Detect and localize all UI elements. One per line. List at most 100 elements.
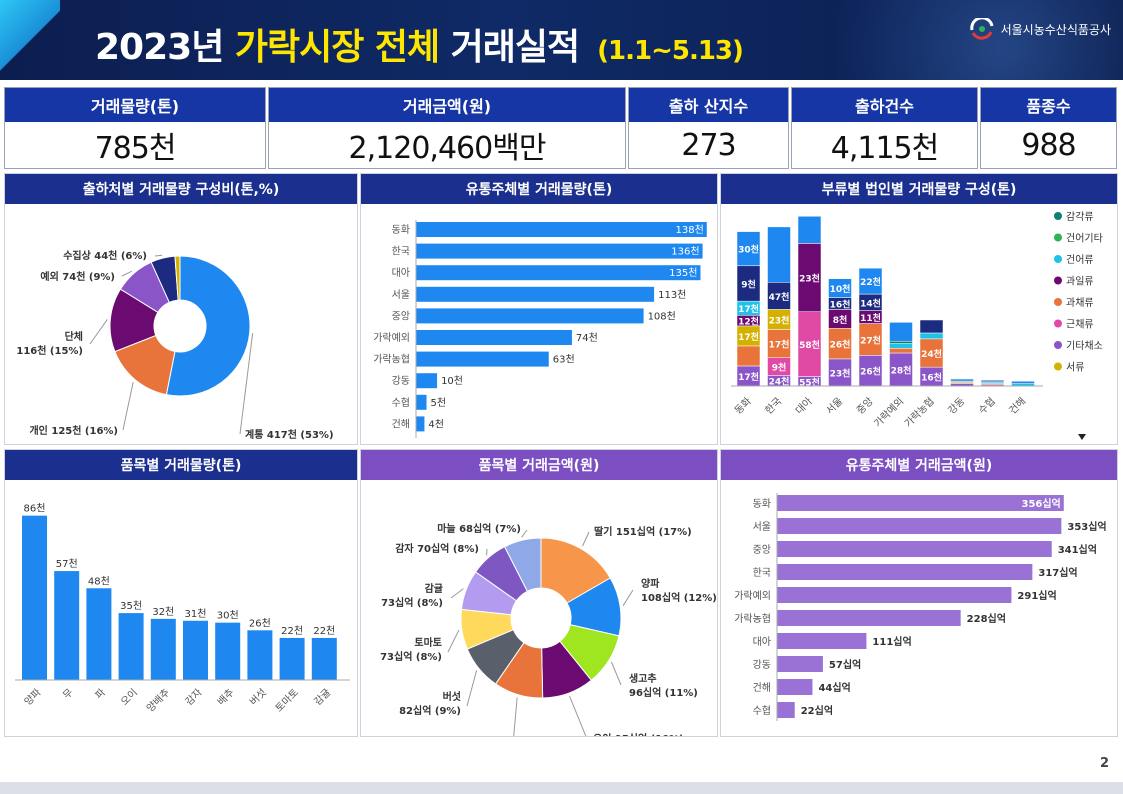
data-label: 48천: [88, 575, 110, 587]
axis-label: 토마토: [273, 686, 301, 714]
segment-신선-대아: [797, 216, 822, 244]
panel-shipper-share: 출하처별 거래물량 구성비(톤,%) 계통 417천 (53%) 개인 125천 …: [4, 173, 358, 445]
leader-line: [622, 589, 634, 606]
segment-수산 기타-가락농협: [919, 319, 944, 334]
data-label: 111십억: [872, 635, 911, 648]
panel-title: 유통주체별 거래금액(원): [721, 450, 1117, 480]
axis-label: 서울: [824, 395, 846, 417]
title-highlight: 가락시장 전체: [234, 27, 440, 68]
segment-신선-가락예외: [889, 322, 913, 342]
axis-label: 양파: [22, 686, 44, 708]
legend-marker: [1054, 276, 1062, 285]
segment-label: 23천: [830, 368, 851, 379]
data-label: 10천: [441, 375, 463, 387]
segment-label: 58천: [799, 340, 820, 351]
legend-marker: [1054, 341, 1062, 349]
panel-distributor-volume: 유통주체별 거래물량(톤) 동화 138천 한국 136천 대아 135천 서울 113천 중앙…: [360, 173, 718, 445]
axis-label: 한국: [753, 567, 771, 579]
slice-label: 양파: [641, 577, 660, 590]
kpi-shipments: 출하건수 4,115천: [791, 87, 978, 169]
legend-entry: 서류: [1066, 362, 1084, 374]
segment-label: 16천: [830, 300, 851, 311]
data-label: 35천: [120, 600, 142, 612]
data-label: 228십억: [967, 612, 1006, 625]
legend-entry: 근채류: [1066, 319, 1094, 331]
kpi-value: 2,120,460백만: [269, 122, 625, 168]
panel-title: 부류별 법인별 거래물량 구성(톤): [721, 174, 1117, 204]
legend-marker: [1054, 233, 1062, 242]
bar-오이: [118, 613, 144, 680]
legend-entry: 과일류: [1066, 276, 1094, 288]
segment-label: 30천: [738, 245, 759, 256]
data-label: 22십억: [801, 704, 833, 717]
kpi-value: 988: [981, 122, 1116, 168]
donut-slice-딸기: [540, 537, 611, 604]
segment-label: 24천: [921, 349, 942, 360]
panel-category-stack: 부류별 법인별 거래물량 구성(톤) 동화 한국 대아 서울 중앙 가락예외 가락농협 강동 수…: [720, 173, 1118, 445]
segment-label: 8천: [833, 315, 848, 326]
axis-label: 서울: [392, 289, 410, 301]
axis-label: 가락농협: [373, 353, 410, 366]
segment-건어류-가락예외: [889, 343, 913, 349]
data-label: 86천: [24, 503, 46, 515]
panel-title: 유통주체별 거래물량(톤): [361, 174, 717, 204]
slice-label: 마늘 68십억 (7%): [437, 522, 521, 535]
segment-label: 24천: [769, 377, 790, 388]
data-label: 63천: [553, 354, 575, 366]
segment-label: 26천: [860, 367, 881, 378]
title-suffix: 거래실적: [439, 27, 580, 68]
slice-label: 버섯: [443, 690, 461, 703]
panel-title: 품목별 거래물량(톤): [5, 450, 357, 480]
bar-감귤: [311, 637, 337, 680]
bar-중앙: [416, 308, 644, 324]
kpi-label: 출하 산지수: [629, 88, 788, 122]
bar-배추: [215, 622, 241, 680]
axis-label: 가락예외: [872, 395, 907, 430]
data-label: 74천: [576, 332, 598, 344]
leader-line: [89, 319, 108, 345]
axis-label: 파: [93, 686, 108, 701]
segment-label: 23천: [769, 315, 790, 326]
segment-label: 17천: [738, 332, 759, 343]
panel-item-amount: 품목별 거래금액(원) 딸기 151십억 (17%) 양파 108십억 (12%) 생…: [360, 449, 718, 749]
footer-bar: [0, 782, 1123, 794]
segment-감각류-가락예외: [889, 340, 913, 344]
segment-과채류-동화: [736, 345, 761, 367]
slice-label: 계통 417천 (53%): [245, 428, 334, 441]
bar-서울: [777, 518, 1062, 534]
kpi-label: 출하건수: [792, 88, 977, 122]
leader-line: [450, 588, 464, 599]
axis-label: 중앙: [392, 310, 410, 322]
org-logo: 서울시농수산식품공사: [969, 18, 1111, 40]
bar-가락농협: [416, 351, 549, 367]
segment-label: 14천: [860, 298, 881, 309]
axis-label: 동화: [732, 395, 754, 417]
slice-label: 개인 125천 (16%): [29, 424, 118, 437]
bar-중앙: [777, 541, 1052, 557]
leader-line: [521, 529, 528, 538]
bar-동화: [777, 495, 1064, 511]
axis-label: 대아: [793, 395, 815, 417]
kpi-volume: 거래물량(톤) 785천: [4, 87, 266, 169]
slice-label: 감자 70십억 (8%): [395, 542, 479, 555]
segment-신선-서울: [828, 278, 852, 298]
slice-label: 수집상 44천 (6%): [63, 249, 147, 262]
org-name: 서울시농수산식품공사: [1000, 22, 1111, 37]
bar-서울: [416, 286, 655, 302]
axis-label: 가락예외: [734, 590, 771, 602]
bar-버섯: [247, 630, 273, 680]
donut-slice-마늘: [503, 537, 542, 592]
segment-신선-강동: [950, 378, 974, 381]
donut-slice-계통: [165, 255, 251, 397]
axis-label: 감귤: [312, 686, 334, 708]
leader-line: [610, 661, 622, 686]
slice-value: 73십억 (8%): [381, 596, 443, 609]
legend-entry: 감각류: [1066, 211, 1094, 223]
slice-value: 108십억 (12%): [641, 591, 717, 604]
axis-label: 건해: [392, 417, 410, 430]
slice-label: 토마토: [414, 636, 442, 649]
